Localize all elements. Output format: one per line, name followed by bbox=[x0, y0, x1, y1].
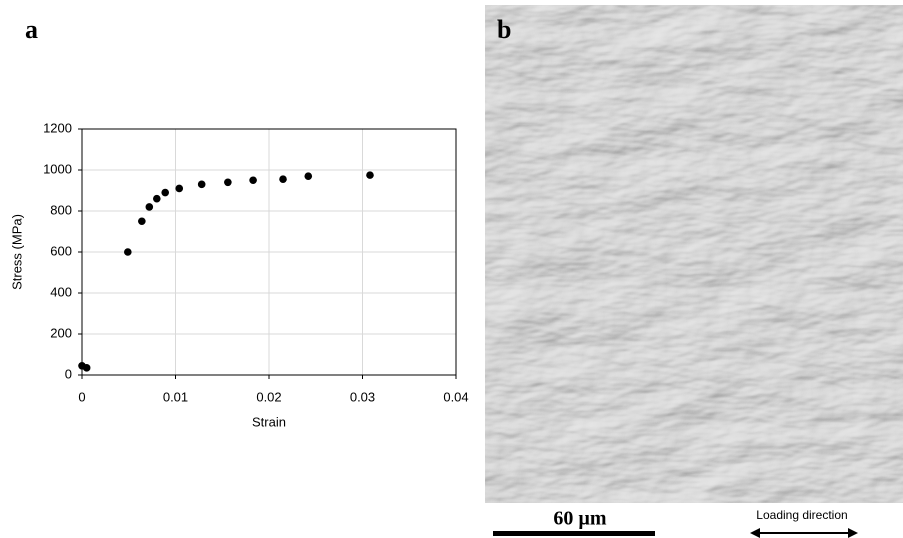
data-point bbox=[161, 188, 170, 197]
y-tick-label: 400 bbox=[50, 284, 72, 299]
y-tick-label: 200 bbox=[50, 325, 72, 340]
data-point bbox=[279, 175, 287, 184]
x-tick-label: 0.03 bbox=[350, 389, 375, 404]
y-axis-label: Stress (MPa) bbox=[9, 214, 24, 290]
x-tick-label: 0.04 bbox=[443, 389, 468, 404]
x-tick-label: 0.01 bbox=[163, 389, 188, 404]
data-point bbox=[153, 194, 161, 203]
data-point bbox=[197, 180, 206, 189]
x-axis-label: Strain bbox=[252, 414, 286, 429]
scale-bar-label: 60 µm bbox=[553, 508, 607, 530]
loading-direction-label: Loading direction bbox=[756, 508, 847, 522]
x-tick-label: 0 bbox=[78, 389, 85, 404]
panel-label: b bbox=[497, 15, 511, 44]
scale-bar bbox=[493, 531, 655, 536]
y-tick-label: 1200 bbox=[43, 120, 72, 135]
y-tick-label: 800 bbox=[50, 202, 72, 217]
data-point bbox=[145, 203, 154, 211]
data-point bbox=[175, 184, 184, 193]
panel-label: a bbox=[25, 15, 38, 44]
y-tick-label: 0 bbox=[65, 366, 72, 381]
data-point bbox=[82, 364, 91, 372]
data-point bbox=[124, 248, 132, 256]
data-point bbox=[304, 172, 313, 180]
x-tick-label: 0.02 bbox=[256, 389, 281, 404]
data-point bbox=[249, 176, 257, 185]
data-point bbox=[224, 178, 232, 187]
y-tick-label: 600 bbox=[50, 243, 72, 258]
loading-arrow bbox=[750, 528, 858, 538]
y-tick-label: 1000 bbox=[43, 161, 72, 176]
micrograph bbox=[485, 5, 903, 503]
data-point bbox=[138, 217, 146, 226]
plot-frame bbox=[81, 128, 457, 376]
data-point bbox=[366, 171, 374, 179]
